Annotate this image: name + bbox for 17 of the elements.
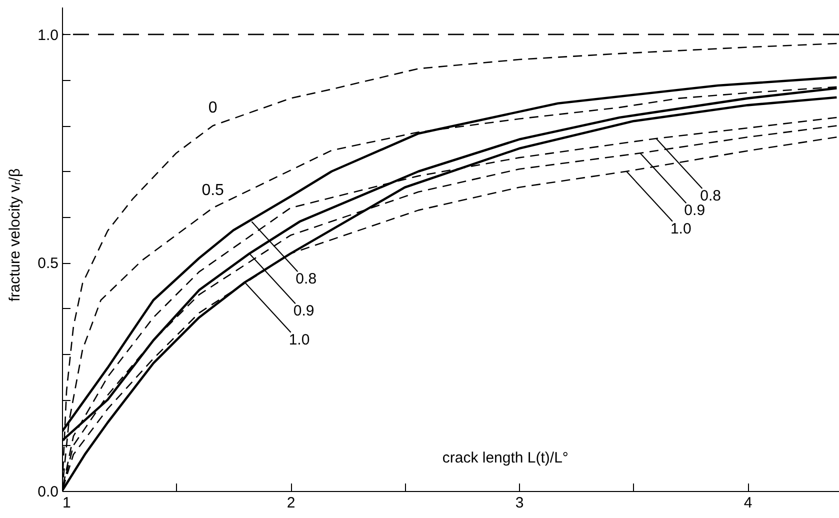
- annotation: 1.0: [288, 331, 310, 348]
- x-tick-label: 3: [515, 494, 524, 512]
- x-tick-label: 1: [62, 494, 71, 512]
- x-tick-label: 4: [744, 494, 752, 512]
- x-tick-label: 2: [286, 494, 296, 512]
- annotation: 0.9: [684, 202, 706, 220]
- series-label: 0.5: [202, 182, 224, 199]
- y-tick-label: 1.0: [38, 26, 58, 44]
- annotation: 0.8: [296, 270, 317, 288]
- y-axis-title: fracture velocity vᵣ/β: [6, 168, 24, 302]
- y-tick-label: 0.5: [38, 255, 58, 272]
- y-tick-label: 0.0: [38, 484, 58, 500]
- annotation: 0.8: [700, 188, 722, 204]
- series-label: 0: [208, 100, 218, 117]
- x-axis-title: crack length L(t)/L°: [442, 450, 568, 466]
- annotation: 0.9: [293, 302, 314, 320]
- annotation: 1.0: [670, 220, 692, 238]
